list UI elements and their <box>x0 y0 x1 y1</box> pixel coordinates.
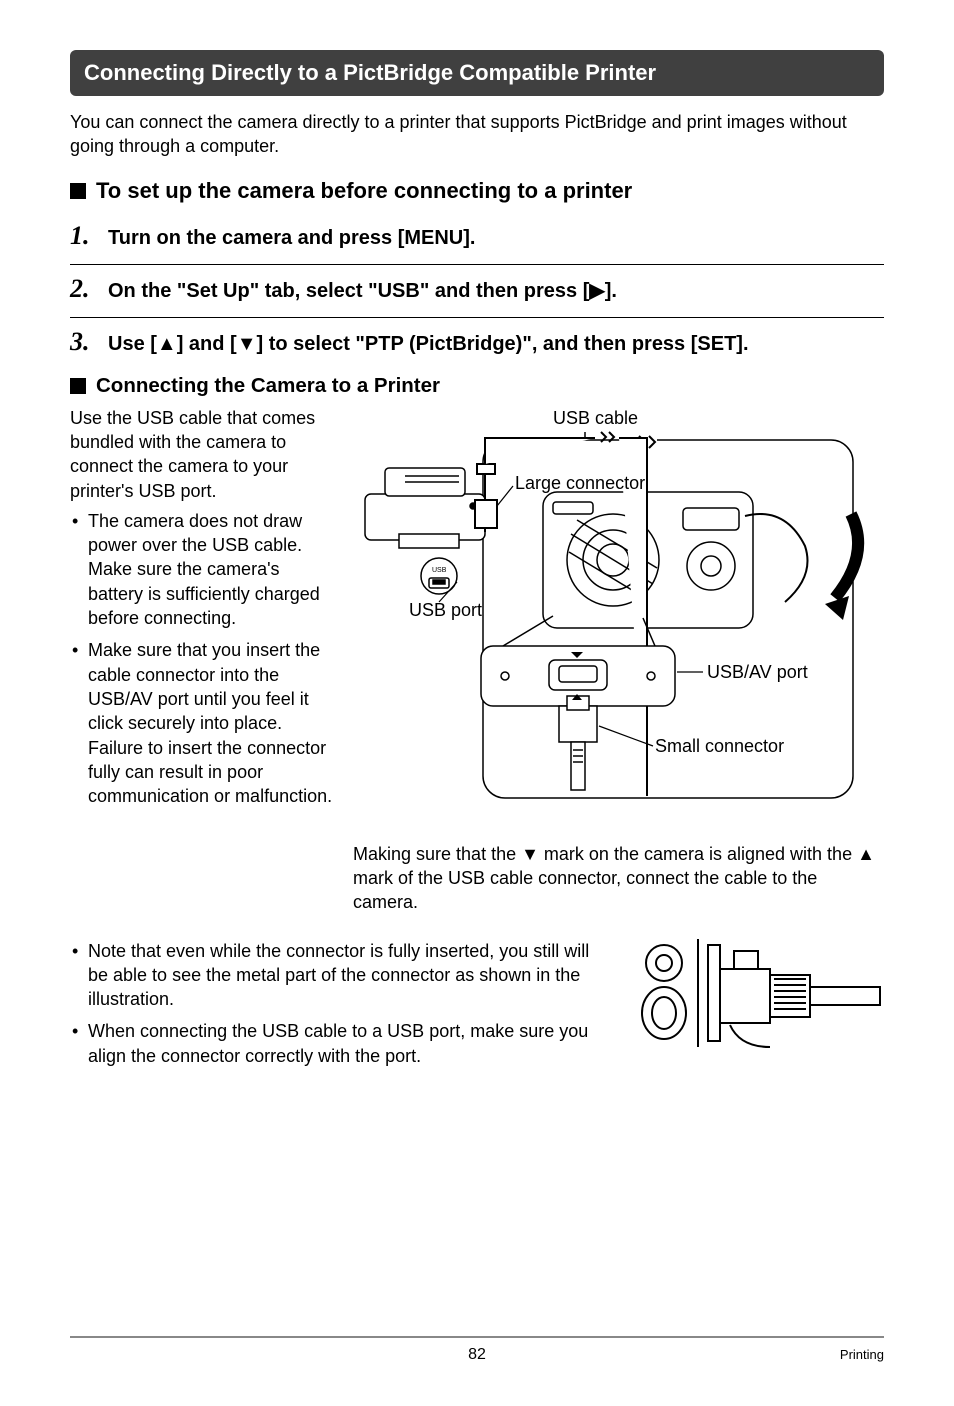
step-separator <box>70 264 884 265</box>
step-1: 1. Turn on the camera and press [MENU]. <box>70 222 884 252</box>
step-2: 2. On the "Set Up" tab, select "USB" and… <box>70 275 884 305</box>
right-arrow-icon: ▶ <box>589 278 604 305</box>
caption-part: mark of the USB cable connector, connect… <box>353 868 817 912</box>
square-bullet-icon <box>70 183 86 199</box>
diagram-caption: Making sure that the ▼ mark on the camer… <box>353 842 884 915</box>
list-item: Make sure that you insert the cable conn… <box>70 638 335 808</box>
step-text: Turn on the camera and press [MENU]. <box>108 222 475 252</box>
footer-rule <box>70 1336 884 1338</box>
lower-bullets: Note that even while the connector is fu… <box>70 939 614 1068</box>
page-footer: 82 Printing <box>70 1336 884 1376</box>
connection-text-column: Use the USB cable that comes bundled wit… <box>70 406 335 915</box>
step-text-part: Use [ <box>108 333 157 355</box>
list-item: When connecting the USB cable to a USB p… <box>70 1019 614 1068</box>
step-text: On the "Set Up" tab, select "USB" and th… <box>108 275 617 305</box>
subheading-setup: To set up the camera before connecting t… <box>70 176 884 206</box>
list-item: The camera does not draw power over the … <box>70 509 335 630</box>
subheading-connecting: Connecting the Camera to a Printer <box>70 372 884 400</box>
up-arrow-icon: ▲ <box>157 331 177 358</box>
caption-part: mark on the camera is aligned with the <box>539 844 857 864</box>
square-bullet-icon <box>70 378 86 394</box>
label-usb-av-port: USB/AV port <box>707 660 808 684</box>
connect-intro: Use the USB cable that comes bundled wit… <box>70 406 335 503</box>
lower-text: Note that even while the connector is fu… <box>70 933 614 1076</box>
caption-part: Making sure that the <box>353 844 521 864</box>
step-number: 1. <box>70 222 98 251</box>
label-large-connector: Large connector <box>515 471 645 495</box>
label-small-connector: Small connector <box>655 734 784 758</box>
down-triangle-icon: ▼ <box>521 842 539 866</box>
step-text-part: On the "Set Up" tab, select "USB" and th… <box>108 280 589 302</box>
label-usb-port: USB port <box>409 598 482 622</box>
usb-icon-label: USB <box>432 567 447 574</box>
connect-bullets: The camera does not draw power over the … <box>70 509 335 809</box>
step-text-part: ] to select "PTP (PictBridge)", and then… <box>257 333 749 355</box>
step-text-part: ]. <box>605 280 617 302</box>
cover-arrow-icon <box>745 514 858 620</box>
connection-block: Use the USB cable that comes bundled wit… <box>70 406 884 915</box>
step-separator <box>70 317 884 318</box>
section-title: Connecting Directly to a PictBridge Comp… <box>70 50 884 96</box>
down-arrow-icon: ▼ <box>237 331 257 358</box>
intro-text: You can connect the camera directly to a… <box>70 110 884 159</box>
step-text-part: ] and [ <box>177 333 237 355</box>
connection-diagram: USB <box>353 406 873 836</box>
printer-icon <box>365 468 485 548</box>
up-triangle-icon: ▲ <box>857 842 875 866</box>
lower-notes: Note that even while the connector is fu… <box>70 933 884 1076</box>
step-3: 3. Use [▲] and [▼] to select "PTP (PictB… <box>70 328 884 358</box>
small-connector-icon <box>559 694 597 790</box>
diagram-column: USB <box>353 406 884 915</box>
subheading-setup-text: To set up the camera before connecting t… <box>96 176 632 206</box>
footer-section-name: Printing <box>840 1346 884 1364</box>
step-number: 2. <box>70 275 98 304</box>
page-number: 82 <box>468 1344 486 1366</box>
step-text: Use [▲] and [▼] to select "PTP (PictBrid… <box>108 328 749 358</box>
step-number: 3. <box>70 328 98 357</box>
list-item: Note that even while the connector is fu… <box>70 939 614 1012</box>
label-usb-cable: USB cable <box>553 406 638 430</box>
subheading-connecting-text: Connecting the Camera to a Printer <box>96 372 440 400</box>
connector-illustration <box>634 933 884 1059</box>
